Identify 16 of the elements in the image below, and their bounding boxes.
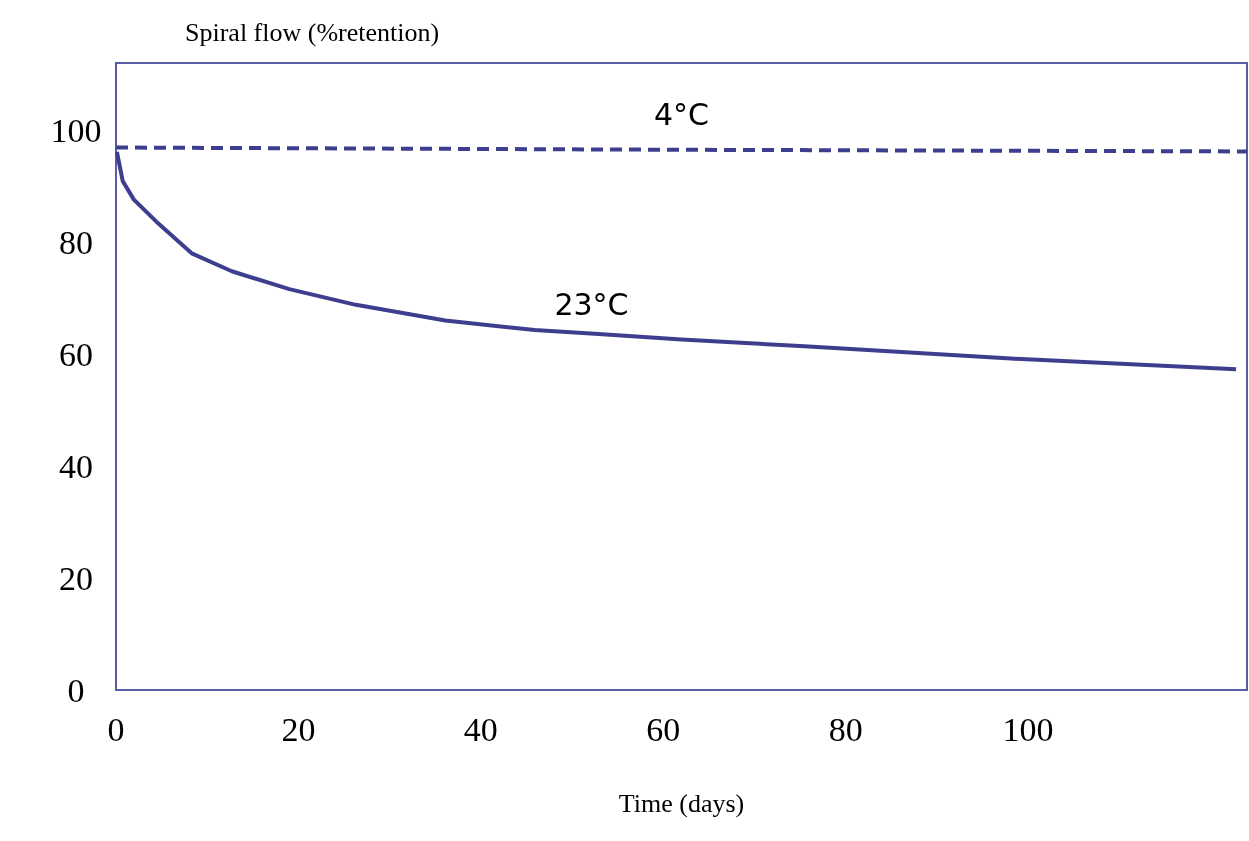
x-tick-label: 100 bbox=[1002, 710, 1054, 748]
x-tick-label: 80 bbox=[828, 710, 863, 748]
y-tick-label: 80 bbox=[59, 223, 93, 261]
x-tick-label: 20 bbox=[281, 710, 316, 748]
y-tick-label: 40 bbox=[59, 447, 93, 485]
y-tick-label: 60 bbox=[59, 335, 93, 373]
y-tick-label: 20 bbox=[59, 559, 93, 597]
y-axis-title: Spiral flow (%retention) bbox=[185, 17, 440, 47]
series-label: 23°C bbox=[554, 287, 629, 323]
x-tick-label: 0 bbox=[107, 710, 125, 748]
y-tick-label: 100 bbox=[50, 111, 102, 149]
x-tick-label: 60 bbox=[646, 710, 681, 748]
y-tick-label: 0 bbox=[67, 671, 85, 709]
x-tick-label: 40 bbox=[463, 710, 498, 748]
series-label: 4°C bbox=[653, 97, 710, 133]
x-axis-title: Time (days) bbox=[618, 788, 745, 818]
